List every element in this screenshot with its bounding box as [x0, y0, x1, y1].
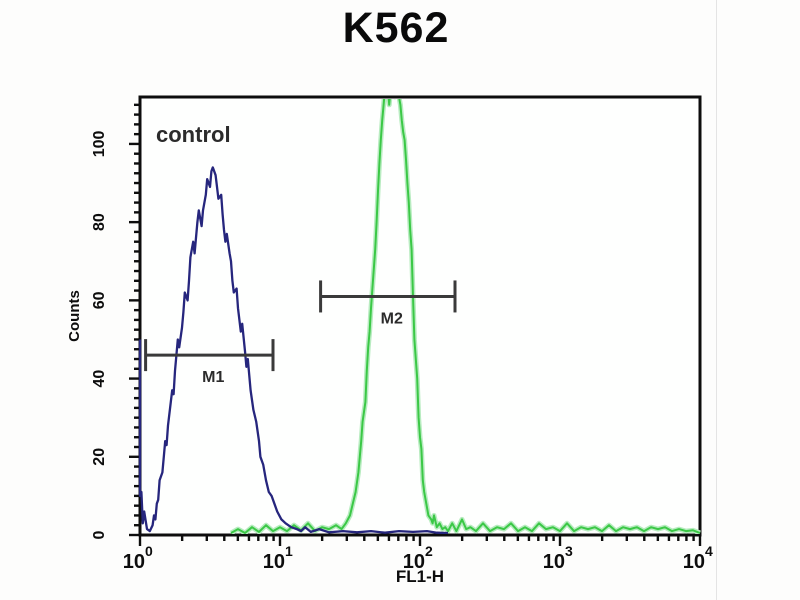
scan-edge-line	[716, 0, 717, 600]
control-curve	[138, 166, 449, 534]
x-tick-label: 10	[123, 551, 145, 573]
y-tick-label: 80	[91, 213, 108, 231]
y-axis-title: Counts	[66, 290, 83, 342]
y-tick-label: 0	[91, 530, 108, 539]
x-tick-label: 10	[683, 551, 705, 573]
x-tick-label: 10	[403, 551, 425, 573]
y-tick-label: 100	[91, 130, 108, 157]
x-tick-exponent: 2	[425, 543, 433, 559]
y-tick-label: 60	[91, 291, 108, 309]
gate-marker-label: M2	[381, 310, 403, 327]
y-tick-label: 20	[91, 448, 108, 466]
x-tick-exponent: 0	[145, 543, 153, 559]
x-tick-label: 10	[263, 551, 285, 573]
chart-title: K562	[342, 4, 450, 52]
x-tick-exponent: 1	[285, 543, 293, 559]
axis-ticks	[129, 103, 702, 546]
gate-marker-m2: M2	[319, 280, 457, 327]
control-annotation: control	[156, 122, 231, 147]
gate-marker-m1: M1	[144, 339, 275, 386]
x-tick-label: 10	[543, 551, 565, 573]
gate-marker-label: M1	[202, 369, 224, 386]
x-tick-exponent: 3	[565, 543, 573, 559]
x-tick-exponent: 4	[705, 543, 713, 559]
y-tick-label: 40	[91, 370, 108, 388]
x-axis-title: FL1-H	[396, 567, 444, 586]
